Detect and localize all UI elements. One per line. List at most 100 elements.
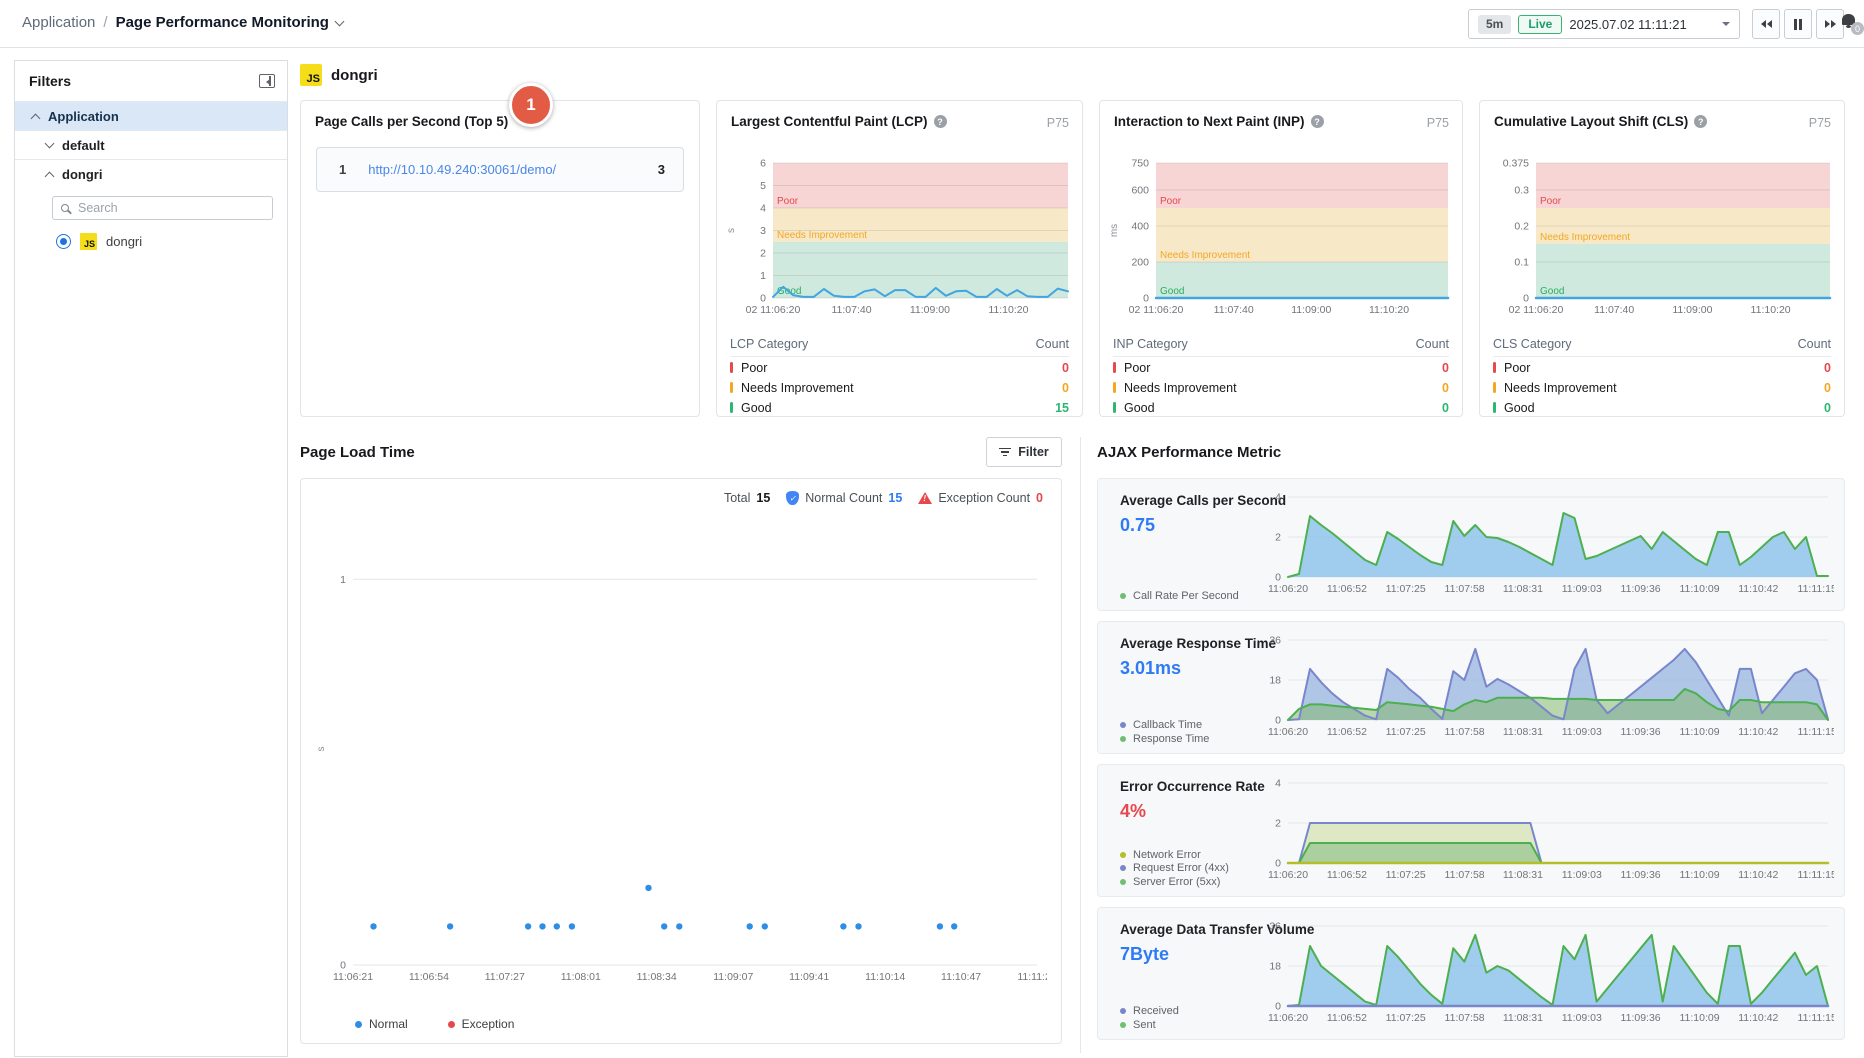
svg-text:0: 0 xyxy=(760,293,766,305)
svg-text:11:06:52: 11:06:52 xyxy=(1327,1012,1367,1024)
svg-text:11:07:25: 11:07:25 xyxy=(1386,726,1426,738)
filter-button[interactable]: Filter xyxy=(986,437,1062,467)
radio-selected[interactable] xyxy=(56,234,71,249)
collapse-sidebar-icon[interactable] xyxy=(259,74,275,88)
ajax-panel-title: AJAX Performance Metric xyxy=(1097,444,1282,461)
notifications-bell[interactable]: 0 xyxy=(1842,14,1864,35)
rank: 1 xyxy=(339,162,347,177)
cls-title: Cumulative Layout Shift (CLS) xyxy=(1494,114,1689,129)
error-rate-chart: 0 2 4 11:06:20 11:06:52 11:07:25 11:07:58 11:08… xyxy=(1248,773,1837,889)
svg-text:ms: ms xyxy=(1109,224,1120,237)
svg-text:Good: Good xyxy=(1540,286,1564,297)
pause-icon xyxy=(1794,18,1802,30)
rewind-button[interactable] xyxy=(1752,9,1780,39)
svg-text:11:07:58: 11:07:58 xyxy=(1445,726,1485,738)
selected-app-name: dongri xyxy=(331,66,378,84)
svg-text:11:08:31: 11:08:31 xyxy=(1503,869,1543,881)
svg-text:11:06:21: 11:06:21 xyxy=(333,971,373,983)
legend-label: Callback Time xyxy=(1133,719,1203,731)
category-count: 0 xyxy=(1442,380,1449,395)
svg-text:11:06:54: 11:06:54 xyxy=(409,971,449,983)
svg-text:11:10:09: 11:10:09 xyxy=(1679,869,1719,881)
svg-text:0: 0 xyxy=(340,960,346,972)
svg-text:Poor: Poor xyxy=(1540,196,1562,207)
svg-text:11:11:15: 11:11:15 xyxy=(1798,1012,1834,1024)
svg-text:11:11:15: 11:11:15 xyxy=(1798,726,1834,738)
svg-text:11:07:25: 11:07:25 xyxy=(1386,1012,1426,1024)
legend-label: Server Error (5xx) xyxy=(1133,875,1221,888)
lcp-category-table: LCP Category Count Poor 0 Needs Improvemen… xyxy=(730,337,1069,417)
tree-label: Application xyxy=(48,108,119,124)
filters-sidebar: Filters Application default dongri JS do… xyxy=(14,60,288,1057)
scatter-legend: Normal Exception xyxy=(355,1017,514,1031)
cls-card: Cumulative Layout Shift (CLS)? P75 0 0.1 0… xyxy=(1479,100,1845,417)
category-label: Poor xyxy=(1504,360,1531,375)
svg-text:11:10:09: 11:10:09 xyxy=(1679,583,1719,595)
svg-text:Poor: Poor xyxy=(1160,196,1182,207)
page-calls-card: 1 Page Calls per Second (Top 5) 1 http:/… xyxy=(300,83,700,417)
svg-text:11:08:01: 11:08:01 xyxy=(561,971,601,983)
legend-item-exception[interactable]: Exception xyxy=(447,1017,514,1031)
breadcrumb-current[interactable]: Page Performance Monitoring xyxy=(116,14,345,31)
svg-text:11:07:58: 11:07:58 xyxy=(1445,869,1485,881)
search-input[interactable] xyxy=(76,200,264,216)
ajax-data-transfer-card: Average Data Transfer Volume 7Byte Recei… xyxy=(1097,907,1845,1040)
svg-text:36: 36 xyxy=(1269,921,1281,933)
table-title: LCP Category xyxy=(730,337,809,351)
help-icon[interactable]: ? xyxy=(1310,115,1324,128)
svg-text:Needs Improvement: Needs Improvement xyxy=(1540,232,1630,243)
count-header: Count xyxy=(1797,337,1831,351)
category-label: Needs Improvement xyxy=(1504,380,1617,395)
breadcrumb-separator: / xyxy=(103,14,108,31)
sidebar-item-application[interactable]: Application xyxy=(15,101,287,130)
range-chip[interactable]: 5m xyxy=(1478,14,1512,34)
live-badge[interactable]: Live xyxy=(1518,14,1563,34)
category-count: 0 xyxy=(1824,380,1831,395)
svg-text:11:09:03: 11:09:03 xyxy=(1562,869,1602,881)
svg-text:1: 1 xyxy=(340,574,346,586)
legend-label: Request Error (4xx) xyxy=(1133,862,1229,874)
category-label: Poor xyxy=(741,360,768,375)
legend-label: Received xyxy=(1133,1005,1179,1017)
category-marker xyxy=(1493,402,1496,413)
fast-forward-button[interactable] xyxy=(1816,9,1844,39)
svg-text:0: 0 xyxy=(1143,293,1149,305)
legend-dot xyxy=(1120,851,1126,858)
sidebar-item-default[interactable]: default xyxy=(15,130,287,159)
time-range-picker[interactable]: 5m Live 2025.07.02 11:11:21 xyxy=(1468,9,1740,39)
legend-dot xyxy=(1120,1021,1126,1028)
svg-text:11:08:31: 11:08:31 xyxy=(1503,1012,1543,1024)
section-divider xyxy=(1080,437,1081,1053)
js-badge-icon: JS xyxy=(300,64,322,86)
svg-text:11:09:03: 11:09:03 xyxy=(1562,1012,1602,1024)
breadcrumb: Application / Page Performance Monitorin… xyxy=(22,14,345,31)
svg-text:0: 0 xyxy=(1275,715,1281,727)
svg-text:11:09:00: 11:09:00 xyxy=(910,304,950,316)
app-radio-row[interactable]: JS dongri xyxy=(56,233,287,250)
inp-chart: 0 200 400 600 750 Good Needs Improvement Poor 02… xyxy=(1108,153,1454,323)
sidebar-item-dongri[interactable]: dongri xyxy=(15,159,287,188)
legend-item-normal[interactable]: Normal xyxy=(355,1017,408,1031)
response-time-chart: 0 18 36 11:06:20 11:06:52 11:07:25 11:07:58 11:… xyxy=(1248,630,1837,746)
svg-text:11:10:14: 11:10:14 xyxy=(865,971,905,983)
svg-text:36: 36 xyxy=(1269,635,1281,647)
page-url-link[interactable]: http://10.10.49.240:30061/demo/ xyxy=(368,162,557,177)
pause-button[interactable] xyxy=(1784,9,1812,39)
svg-text:200: 200 xyxy=(1131,257,1149,269)
help-icon[interactable]: ? xyxy=(1694,115,1708,128)
breadcrumb-root[interactable]: Application xyxy=(22,14,96,31)
svg-text:11:10:42: 11:10:42 xyxy=(1738,583,1778,595)
svg-text:Needs Improvement: Needs Improvement xyxy=(1160,250,1250,261)
svg-text:11:06:20: 11:06:20 xyxy=(1268,1012,1308,1024)
svg-text:11:08:31: 11:08:31 xyxy=(1503,726,1543,738)
tree-label: default xyxy=(62,137,105,153)
cls-chart: 0 0.1 0.2 0.3 0.375 Good Needs Improvement Poor… xyxy=(1488,153,1836,323)
help-icon[interactable]: ? xyxy=(933,115,947,128)
page-calls-row: 1 http://10.10.49.240:30061/demo/ 3 xyxy=(316,147,684,192)
table-row: Poor 0 xyxy=(1113,358,1449,377)
page-load-stats: Total 15 Normal Count 15 Exception Count 0 xyxy=(724,491,1043,505)
chevron-up-icon xyxy=(44,171,55,181)
category-count: 0 xyxy=(1062,360,1069,375)
svg-text:s: s xyxy=(726,228,737,233)
svg-text:Needs Improvement: Needs Improvement xyxy=(777,230,867,241)
